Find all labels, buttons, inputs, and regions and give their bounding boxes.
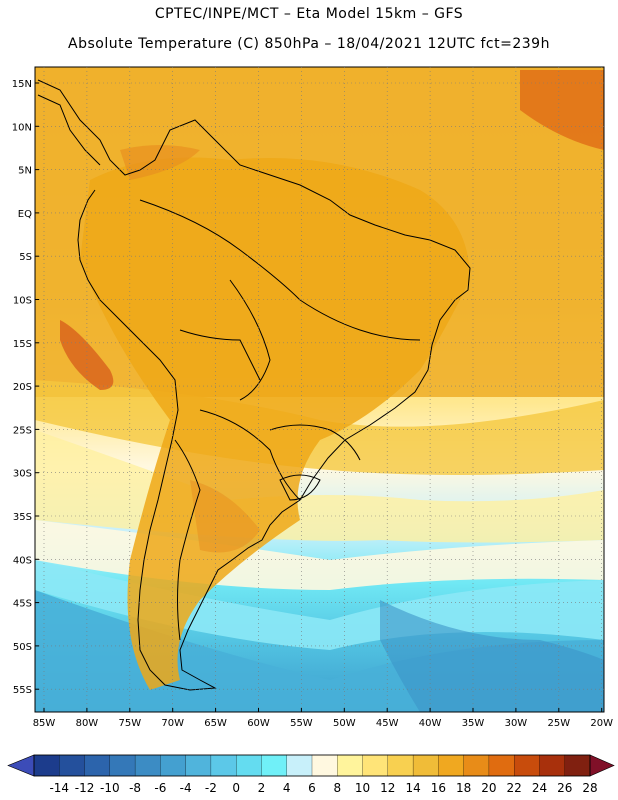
colorbar-swatch bbox=[33, 754, 60, 777]
colorbar-swatch bbox=[210, 754, 237, 777]
colorbar-swatch bbox=[539, 754, 566, 777]
colorbar-swatch bbox=[387, 754, 414, 777]
colorbar-label: 18 bbox=[456, 781, 471, 795]
lon-label: 45W bbox=[376, 718, 399, 729]
lon-label: 40W bbox=[419, 718, 442, 729]
lat-label: 30S bbox=[13, 469, 32, 480]
colorbar-swatch bbox=[564, 754, 591, 777]
coastlines bbox=[37, 79, 471, 691]
map-title-line2: Absolute Temperature (C) 850hPa – 18/04/… bbox=[68, 36, 550, 52]
lon-label: 70W bbox=[161, 718, 184, 729]
lon-label: 30W bbox=[505, 718, 528, 729]
colorbar-swatch bbox=[488, 754, 515, 777]
lat-label: 15S bbox=[13, 339, 32, 350]
colorbar-swatch bbox=[109, 754, 136, 777]
colorbar-swatch bbox=[286, 754, 313, 777]
colorbar-label: 26 bbox=[557, 781, 572, 795]
lat-label: 5N bbox=[18, 166, 32, 177]
temperature-field bbox=[35, 67, 604, 712]
lon-label: 35W bbox=[462, 718, 485, 729]
colorbar-swatch bbox=[134, 754, 161, 777]
colorbar-swatch bbox=[59, 754, 86, 777]
colorbar-label: 24 bbox=[532, 781, 547, 795]
colorbar-swatch bbox=[311, 754, 338, 777]
lat-label: 15N bbox=[12, 79, 32, 90]
lon-label: 65W bbox=[204, 718, 227, 729]
colorbar-swatch bbox=[463, 754, 490, 777]
lat-label: 50S bbox=[13, 642, 32, 653]
colorbar-label: -6 bbox=[154, 781, 166, 795]
colorbar-label: 8 bbox=[333, 781, 341, 795]
colorbar-swatch bbox=[514, 754, 541, 777]
colorbar: -14 -12 -10 -8 -6 -4 -2 0 2 4 6 8 10 12 14 16 18 20 22 24 26… bbox=[7, 754, 615, 795]
lat-label: 45S bbox=[13, 599, 32, 610]
lat-label: 20S bbox=[13, 382, 32, 393]
colorbar-swatch bbox=[438, 754, 465, 777]
lon-label: 60W bbox=[247, 718, 270, 729]
colorbar-label: -12 bbox=[75, 781, 95, 795]
colorbar-label: 4 bbox=[283, 781, 291, 795]
colorbar-high-arrow bbox=[589, 754, 615, 777]
lon-label: 50W bbox=[333, 718, 356, 729]
colorbar-swatch bbox=[261, 754, 288, 777]
lat-label: 40S bbox=[13, 555, 32, 566]
lon-label: 80W bbox=[76, 718, 99, 729]
colorbar-swatch bbox=[337, 754, 364, 777]
colorbar-label: 12 bbox=[380, 781, 395, 795]
colorbar-label: 0 bbox=[232, 781, 240, 795]
colorbar-swatch bbox=[160, 754, 187, 777]
lat-label: 10N bbox=[12, 122, 32, 133]
colorbar-label: 16 bbox=[431, 781, 446, 795]
colorbar-frame bbox=[33, 754, 591, 777]
map-title-line1: CPTEC/INPE/MCT – Eta Model 15km – GFS bbox=[154, 6, 464, 22]
lat-label: 35S bbox=[13, 512, 32, 523]
colorbar-swatch bbox=[362, 754, 389, 777]
colorbar-swatch bbox=[84, 754, 111, 777]
lon-label: 25W bbox=[547, 718, 570, 729]
lat-label: EQ bbox=[18, 209, 32, 220]
colorbar-swatch bbox=[236, 754, 263, 777]
colorbar-swatch bbox=[412, 754, 439, 777]
colorbar-swatch bbox=[185, 754, 212, 777]
map-frame bbox=[34, 66, 605, 713]
colorbar-label: -14 bbox=[49, 781, 69, 795]
latitude-labels: 15N 10N 5N EQ 5S 10S 15S 20S 25S 30S 35S 40S 45S 50S 5… bbox=[12, 79, 39, 696]
lon-label: 20W bbox=[590, 718, 613, 729]
lat-label: 5S bbox=[19, 252, 32, 263]
colorbar-low-arrow bbox=[7, 754, 35, 777]
longitude-labels: 85W 80W 75W 70W 65W 60W 55W 50W 45W 40W 35W 30W 25W 2… bbox=[33, 708, 613, 729]
colorbar-label: 22 bbox=[507, 781, 522, 795]
lon-label: 75W bbox=[118, 718, 141, 729]
colorbar-label: 10 bbox=[355, 781, 370, 795]
lat-label: 10S bbox=[13, 296, 32, 307]
colorbar-label: 28 bbox=[582, 781, 597, 795]
lon-label: 55W bbox=[290, 718, 313, 729]
colorbar-label: 14 bbox=[405, 781, 420, 795]
lat-label: 55S bbox=[13, 685, 32, 696]
colorbar-label: 6 bbox=[308, 781, 316, 795]
colorbar-label: -8 bbox=[129, 781, 141, 795]
colorbar-label: 20 bbox=[481, 781, 496, 795]
lon-label: 85W bbox=[33, 718, 56, 729]
colorbar-label: -4 bbox=[180, 781, 192, 795]
colorbar-label: -10 bbox=[100, 781, 120, 795]
colorbar-label: -2 bbox=[205, 781, 217, 795]
lat-label: 25S bbox=[13, 425, 32, 436]
colorbar-label: 2 bbox=[258, 781, 266, 795]
graticule bbox=[35, 67, 604, 712]
